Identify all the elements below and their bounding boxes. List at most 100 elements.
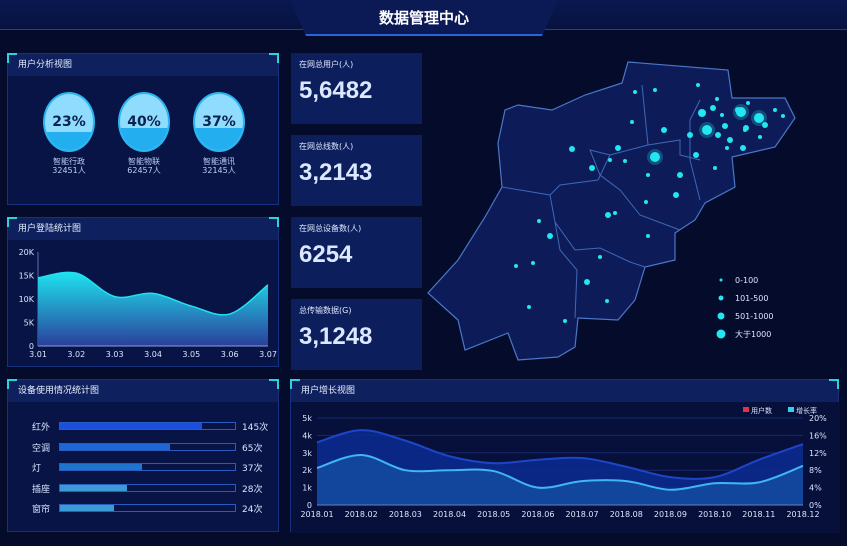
stat-card: 总传输数据(G) 3,1248 [291,299,422,370]
map-dot[interactable] [727,137,733,143]
map-dot[interactable] [713,166,717,170]
map-dot[interactable] [693,152,699,158]
gauge-value: 40% [127,114,161,130]
map-dot[interactable] [589,165,595,171]
gauge-count: 32145人 [202,166,236,175]
x-tick-label: 2018.09 [654,510,687,519]
y-right-tick-label: 8% [809,466,822,475]
map-dot[interactable] [696,83,700,87]
map-dot[interactable] [698,109,706,117]
map-dot[interactable] [781,114,785,118]
gauge-fill [120,127,168,150]
usage-bar-track [59,483,236,492]
map-dot[interactable] [722,123,728,129]
map-dot[interactable] [537,219,541,223]
map-dot[interactable] [646,173,650,177]
legend-label: 增长率 [796,406,817,415]
map-dot[interactable] [746,101,750,105]
map-dot[interactable] [673,192,679,198]
x-tick-label: 2018.01 [300,510,333,519]
y-tick-label: 5K [24,319,35,328]
map-dot[interactable] [644,200,648,204]
map-dot[interactable] [720,113,724,117]
map-dot[interactable] [702,125,712,135]
device-name: 灯 [32,464,42,474]
map-dot[interactable] [740,145,746,151]
map-dot[interactable] [687,132,693,138]
login-chart-panel: 用户登陆统计图 0 5K 10K 15K 20K 3.01 3.02 3.03 3.04 3.05… [7,217,279,367]
device-name: 插座 [32,484,51,495]
y-tick-label: 0 [29,342,34,351]
map-dot[interactable] [735,107,741,113]
y-right-tick-label: 20% [809,414,827,423]
legend-swatch [743,407,749,412]
map-dot[interactable] [653,88,657,92]
gauge-count: 32451人 [52,166,86,175]
map-dot[interactable] [608,158,612,162]
gauge-label: 智能行政 32451人 [34,157,104,175]
map-dot[interactable] [754,113,764,123]
gauge-name: 智能物联 [128,157,160,166]
map-dot[interactable] [743,125,749,131]
y-left-tick-label: 0 [307,501,312,510]
stat-value: 6254 [299,241,353,268]
x-tick-label: 2018.03 [389,510,422,519]
x-tick-label: 2018.02 [345,510,378,519]
map-dot[interactable] [650,152,660,162]
map-dot[interactable] [661,127,667,133]
legend-dot [716,329,726,339]
map-border [554,221,578,319]
percent-gauge: 23% [43,92,95,152]
map-dot[interactable] [715,97,719,101]
map-dot[interactable] [762,122,768,128]
map-dot[interactable] [527,305,531,309]
map-dot[interactable] [623,159,627,163]
stat-label: 在网总设备数(人) [299,224,362,233]
user-growth-chart: 0 0% 1k 4% 2k 8% 3k 12% 4k 16% 5k 20% 用户数 增长率 2018.01 2… [291,402,840,533]
map-dot[interactable] [725,146,729,150]
map-dot[interactable] [563,319,567,323]
series-line [316,429,804,480]
map-dot[interactable] [710,105,716,111]
map-dot[interactable] [531,261,535,265]
map-dot[interactable] [677,172,683,178]
stat-label: 在网总线数(人) [299,142,354,151]
map-dot[interactable] [615,145,621,151]
usage-bar-track [59,442,236,451]
user-growth-panel: 用户增长视图 0 0% 1k 4% 2k 8% 3k 12% 4k 16% 5k 20% 用户数 增长率 2… [290,379,840,533]
map-dot[interactable] [569,146,575,152]
x-tick-label: 3.05 [182,350,200,359]
stat-label: 在网总用户(人) [299,60,354,69]
y-left-tick-label: 4k [302,431,312,440]
panel-title: 用户增长视图 [291,380,838,402]
map-dot[interactable] [715,132,721,138]
device-name: 红外 [32,423,51,433]
map-dot[interactable] [758,135,762,139]
map-dot[interactable] [598,255,602,259]
gauge-count: 62457人 [127,166,161,175]
usage-bar-fill [60,484,127,491]
map-dot[interactable] [633,90,637,94]
gauge-name: 智能通讯 [203,157,235,166]
x-tick-label: 3.06 [221,350,239,359]
map-dot[interactable] [584,279,590,285]
x-tick-label: 2018.04 [433,510,466,519]
map-dot[interactable] [646,234,650,238]
map-dot[interactable] [613,211,617,215]
gauge-fill [195,128,243,150]
map-dot[interactable] [514,264,518,268]
stat-label: 总传输数据(G) [299,306,352,315]
device-name: 空调 [32,443,51,454]
map-dot[interactable] [547,233,553,239]
map-dot[interactable] [605,212,611,218]
map-dot[interactable] [605,299,609,303]
map-dot[interactable] [630,120,634,124]
map-region[interactable] [427,61,796,361]
x-tick-label: 3.01 [29,350,47,359]
map-dot[interactable] [773,108,777,112]
x-tick-label: 2018.08 [610,510,643,519]
x-tick-label: 2018.11 [742,510,775,519]
usage-bar-track [59,463,236,471]
x-tick-label: 3.07 [259,350,277,359]
map-border [589,84,681,231]
